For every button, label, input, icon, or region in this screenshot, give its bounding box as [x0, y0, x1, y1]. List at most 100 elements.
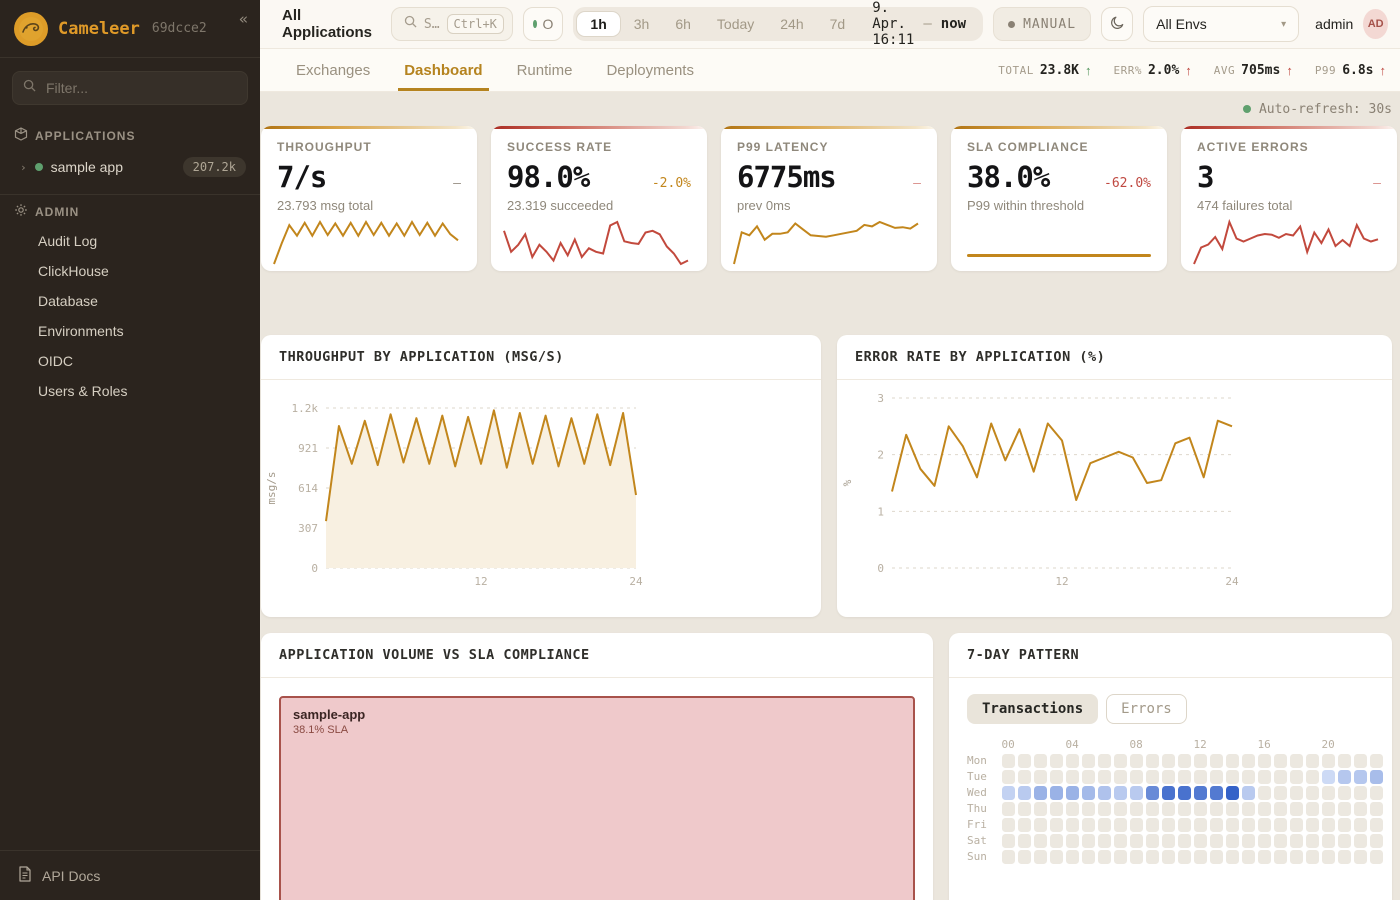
- dark-mode-toggle[interactable]: [1101, 7, 1134, 41]
- svg-text:msg/s: msg/s: [265, 471, 278, 504]
- kpi-value: 3: [1197, 160, 1214, 194]
- tabbar: Exchanges Dashboard Runtime Deployments …: [260, 49, 1400, 92]
- applications-section-header: APPLICATIONS: [0, 119, 260, 150]
- time-range-3h[interactable]: 3h: [621, 12, 663, 36]
- status-toggle[interactable]: O: [522, 7, 564, 41]
- heatmap-cell: [1081, 754, 1095, 768]
- toggle-transactions[interactable]: Transactions: [967, 694, 1099, 724]
- heatmap-cell: [1081, 770, 1095, 784]
- heatmap-day-label: Sat: [967, 834, 987, 848]
- svg-text:921: 921: [298, 442, 318, 455]
- heatmap-cell: [1225, 850, 1239, 864]
- sidebar-item-oidc[interactable]: OIDC: [38, 353, 73, 369]
- kpi-subtext: 474 failures total: [1197, 198, 1293, 213]
- heatmap-hour-label: 08: [1129, 738, 1143, 752]
- heatmap-cell: [1353, 786, 1367, 800]
- chart-title: APPLICATION VOLUME VS SLA COMPLIANCE: [261, 633, 933, 678]
- tab-dashboard[interactable]: Dashboard: [398, 49, 489, 91]
- api-docs-link[interactable]: API Docs: [0, 850, 260, 900]
- heatmap-cell: [1305, 786, 1319, 800]
- heatmap-cell: [1305, 754, 1319, 768]
- time-range-today[interactable]: Today: [704, 12, 767, 36]
- heatmap-cell: [1049, 754, 1063, 768]
- heatmap-cell: [1321, 802, 1335, 816]
- search-shortcut-kbd: Ctrl+K: [446, 14, 504, 34]
- tab-deployments[interactable]: Deployments: [606, 61, 694, 79]
- time-range-6h[interactable]: 6h: [662, 12, 704, 36]
- toggle-errors[interactable]: Errors: [1106, 694, 1187, 724]
- heatmap-cell: [1049, 834, 1063, 848]
- heatmap-cell: [1161, 850, 1175, 864]
- heatmap-cell: [1113, 818, 1127, 832]
- heatmap-cell: [1337, 850, 1351, 864]
- sidebar-item-sample-app[interactable]: › sample app 207.2k: [0, 150, 260, 184]
- heatmap-cell: [1241, 834, 1255, 848]
- sidebar-filter[interactable]: [12, 71, 248, 105]
- heatmap-cell: [1049, 850, 1063, 864]
- treemap-tile-sample-app[interactable]: sample-app 38.1% SLA: [279, 696, 915, 900]
- heatmap-cell: [1369, 802, 1383, 816]
- heatmap-cell: [1145, 818, 1159, 832]
- sidebar-collapse-button[interactable]: «: [238, 10, 248, 28]
- kpi-label: P99 LATENCY: [737, 140, 829, 154]
- heatmap-cell: [1353, 834, 1367, 848]
- manual-refresh-button[interactable]: MANUAL: [993, 7, 1092, 41]
- card-accent-bar: [1181, 126, 1397, 129]
- card-accent-bar: [261, 126, 477, 129]
- treemap-tile-sla: 38.1% SLA: [293, 724, 349, 736]
- time-range-24h[interactable]: 24h: [767, 12, 816, 36]
- heatmap-cell: [1033, 786, 1047, 800]
- heatmap-cell: [1289, 850, 1303, 864]
- heatmap-cell: [1161, 754, 1175, 768]
- chevron-right-icon[interactable]: ›: [20, 160, 27, 174]
- avatar[interactable]: AD: [1363, 9, 1388, 39]
- heatmap-cell: [1209, 754, 1223, 768]
- tab-exchanges[interactable]: Exchanges: [296, 61, 371, 79]
- heatmap-cell: [1065, 754, 1079, 768]
- heatmap-cell: [1097, 834, 1111, 848]
- date-range-display[interactable]: 9. Apr. 16:11 – now: [858, 0, 980, 48]
- heatmap-hour-label: 12: [1193, 738, 1207, 752]
- heatmap-cell: [1113, 802, 1127, 816]
- heatmap-cell: [1257, 850, 1271, 864]
- tab-runtime[interactable]: Runtime: [516, 61, 573, 79]
- kpi-value: 38.0%: [967, 160, 1050, 194]
- status-dot-green: [532, 20, 537, 28]
- heatmap-cell: [1129, 754, 1143, 768]
- card-accent-bar: [491, 126, 707, 129]
- dashboard-content: Auto-refresh: 30s THROUGHPUT 7/s – 23.79…: [260, 92, 1400, 900]
- filter-input[interactable]: [44, 79, 237, 97]
- heatmap-cell: [1209, 834, 1223, 848]
- env-select[interactable]: All Envs ▾: [1143, 6, 1300, 42]
- heatmap-cell: [1353, 850, 1367, 864]
- sidebar-item-database[interactable]: Database: [38, 293, 98, 309]
- heatmap-cell: [1225, 834, 1239, 848]
- sidebar-item-environments[interactable]: Environments: [38, 323, 124, 339]
- document-icon: [18, 866, 32, 885]
- svg-text:%: %: [841, 479, 854, 486]
- sidebar-item-clickhouse[interactable]: ClickHouse: [38, 263, 109, 279]
- topbar: All Applications S… Ctrl+K O 1h 3h 6h To…: [260, 0, 1400, 49]
- heatmap-cell: [1305, 802, 1319, 816]
- global-search[interactable]: S… Ctrl+K: [390, 7, 513, 41]
- svg-text:24: 24: [1225, 575, 1239, 588]
- time-range-7d[interactable]: 7d: [817, 12, 859, 36]
- sidebar-item-audit-log[interactable]: Audit Log: [38, 233, 98, 249]
- sidebar-item-users-roles[interactable]: Users & Roles: [38, 383, 128, 399]
- heatmap-cell: [1177, 786, 1191, 800]
- app-item-count-badge: 207.2k: [182, 157, 246, 177]
- svg-text:0: 0: [311, 562, 318, 575]
- heatmap-cell: [1161, 802, 1175, 816]
- treemap-body: sample-app 38.1% SLA: [261, 678, 933, 900]
- heatmap-cell: [1273, 850, 1287, 864]
- heatmap-cell: [1209, 786, 1223, 800]
- heatmap-cell: [1241, 850, 1255, 864]
- stat-total: TOTAL 23.8K ↑: [998, 63, 1091, 78]
- heatmap-cell: [1257, 834, 1271, 848]
- status-dot-green: [34, 163, 43, 171]
- manual-dot-icon: [1008, 20, 1016, 28]
- error-rate-chart-card: ERROR RATE BY APPLICATION (%) 0 1 2 3 12 24%: [837, 335, 1392, 617]
- heatmap-cell: [1113, 754, 1127, 768]
- heatmap-cell: [1017, 802, 1031, 816]
- time-range-1h[interactable]: 1h: [576, 11, 621, 37]
